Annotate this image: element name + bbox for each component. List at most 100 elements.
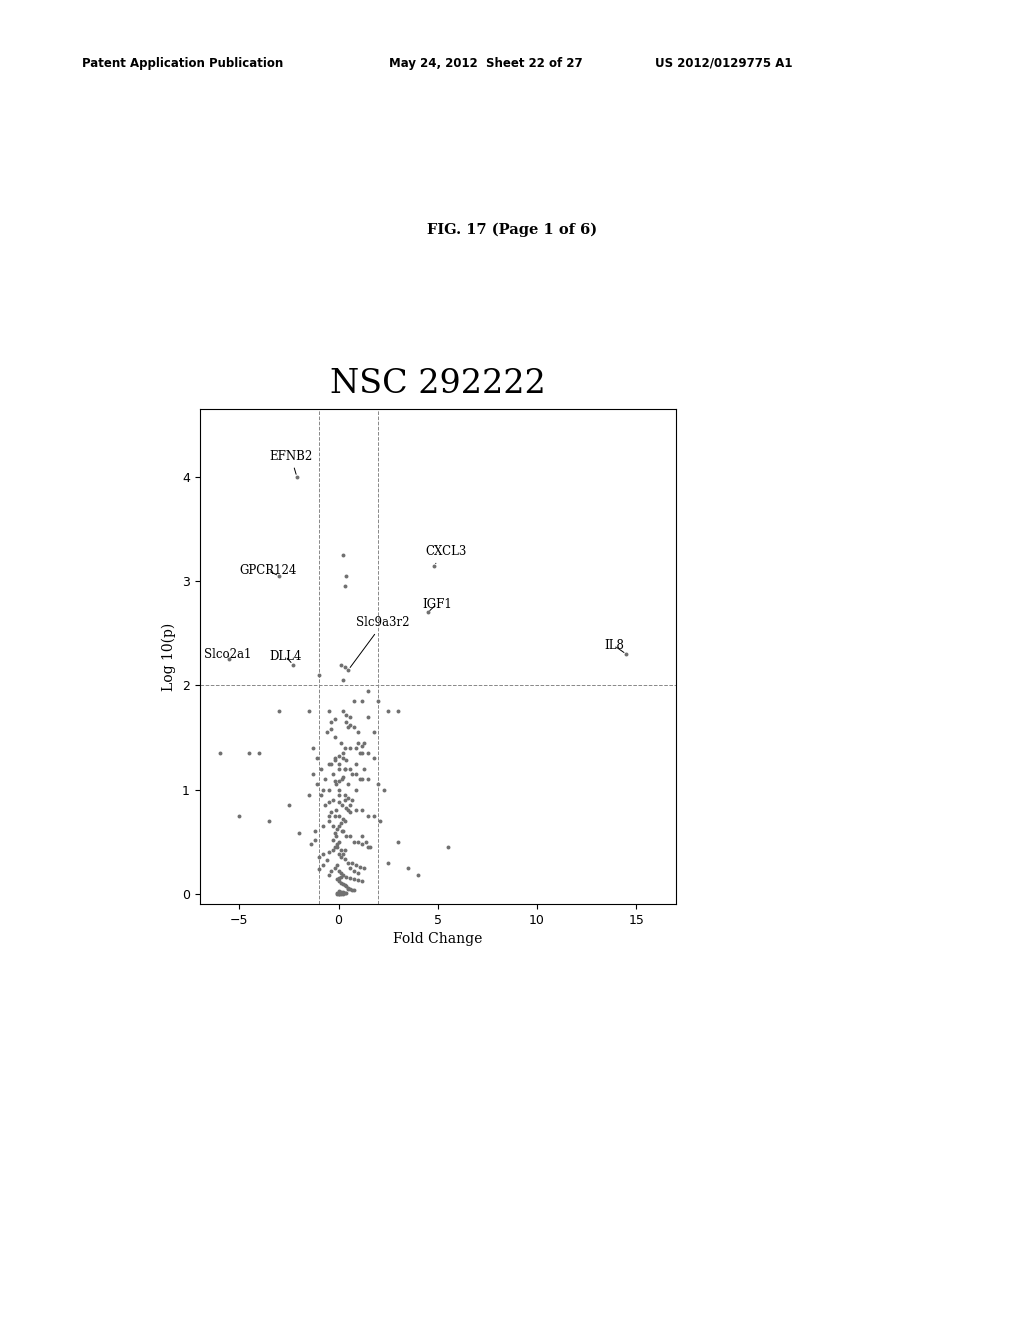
Point xyxy=(334,821,350,842)
Point xyxy=(270,701,287,722)
Point xyxy=(336,875,352,896)
Point xyxy=(380,701,396,722)
Point xyxy=(380,851,396,873)
Point xyxy=(318,850,335,871)
Point xyxy=(340,876,356,898)
Point xyxy=(316,795,333,816)
Text: IL8: IL8 xyxy=(604,639,625,652)
Point xyxy=(333,846,349,867)
Point xyxy=(346,717,362,738)
Point xyxy=(321,842,337,863)
Point xyxy=(306,829,323,850)
Point xyxy=(289,466,305,487)
Point xyxy=(362,837,379,858)
Point xyxy=(360,768,377,789)
Point xyxy=(331,880,347,902)
Point xyxy=(367,747,383,768)
Point xyxy=(310,858,327,879)
Point xyxy=(306,821,323,842)
Point xyxy=(321,805,337,826)
Point xyxy=(329,833,345,854)
Point xyxy=(333,866,349,887)
Point xyxy=(439,837,456,858)
Point xyxy=(291,822,307,843)
Point xyxy=(327,747,343,768)
Point xyxy=(370,690,386,711)
Point xyxy=(348,800,365,821)
Point xyxy=(329,883,345,904)
Point xyxy=(331,758,347,779)
Point xyxy=(338,826,354,847)
Point xyxy=(323,718,339,739)
Point xyxy=(327,837,343,858)
Point xyxy=(325,816,341,837)
Point xyxy=(342,857,358,878)
Point xyxy=(303,833,319,854)
Point xyxy=(329,869,345,890)
Point xyxy=(331,792,347,813)
Point xyxy=(314,843,331,865)
Point xyxy=(354,768,371,789)
Point xyxy=(334,865,350,886)
Point xyxy=(333,733,349,754)
Point xyxy=(336,656,352,677)
Point xyxy=(336,758,352,779)
Point xyxy=(321,810,337,832)
Point xyxy=(327,750,343,771)
Point xyxy=(327,805,343,826)
Point xyxy=(367,722,383,743)
Point xyxy=(348,738,365,759)
Point xyxy=(336,576,352,597)
Point xyxy=(370,774,386,795)
Point xyxy=(333,653,349,675)
Point xyxy=(342,758,358,779)
Point xyxy=(334,808,350,829)
Point xyxy=(334,883,350,904)
Point xyxy=(321,779,337,800)
Point xyxy=(261,810,278,832)
Text: Slc9a3r2: Slc9a3r2 xyxy=(350,616,410,668)
Point xyxy=(348,763,365,784)
Point xyxy=(301,784,317,805)
Point xyxy=(338,711,354,733)
Point xyxy=(426,554,442,576)
Point xyxy=(346,869,362,890)
Point xyxy=(329,882,345,903)
Point xyxy=(336,758,352,779)
Point xyxy=(360,706,377,727)
Point xyxy=(336,849,352,870)
Point xyxy=(340,800,356,821)
Point xyxy=(346,879,362,900)
Point xyxy=(331,883,347,904)
Text: DLL4: DLL4 xyxy=(269,649,301,663)
Point xyxy=(331,883,347,904)
Point xyxy=(327,822,343,843)
Point xyxy=(314,854,331,875)
Point xyxy=(336,882,352,903)
Point xyxy=(342,714,358,735)
Point xyxy=(323,803,339,824)
Point xyxy=(350,733,367,754)
Point xyxy=(356,758,373,779)
Point xyxy=(410,865,426,886)
Point xyxy=(350,722,367,743)
Point xyxy=(331,784,347,805)
Point xyxy=(358,832,375,853)
Point xyxy=(372,810,388,832)
Point xyxy=(376,779,392,800)
Point xyxy=(360,743,377,764)
Point xyxy=(346,832,362,853)
Point xyxy=(331,871,347,892)
Point xyxy=(329,854,345,875)
Point xyxy=(310,664,327,685)
Point xyxy=(356,733,373,754)
Point xyxy=(338,882,354,903)
Point xyxy=(334,747,350,768)
X-axis label: Fold Change: Fold Change xyxy=(393,932,482,946)
Point xyxy=(344,851,360,873)
Point xyxy=(340,717,356,738)
Point xyxy=(348,854,365,875)
Point xyxy=(331,779,347,800)
Text: EFNB2: EFNB2 xyxy=(269,450,312,474)
Point xyxy=(241,743,257,764)
